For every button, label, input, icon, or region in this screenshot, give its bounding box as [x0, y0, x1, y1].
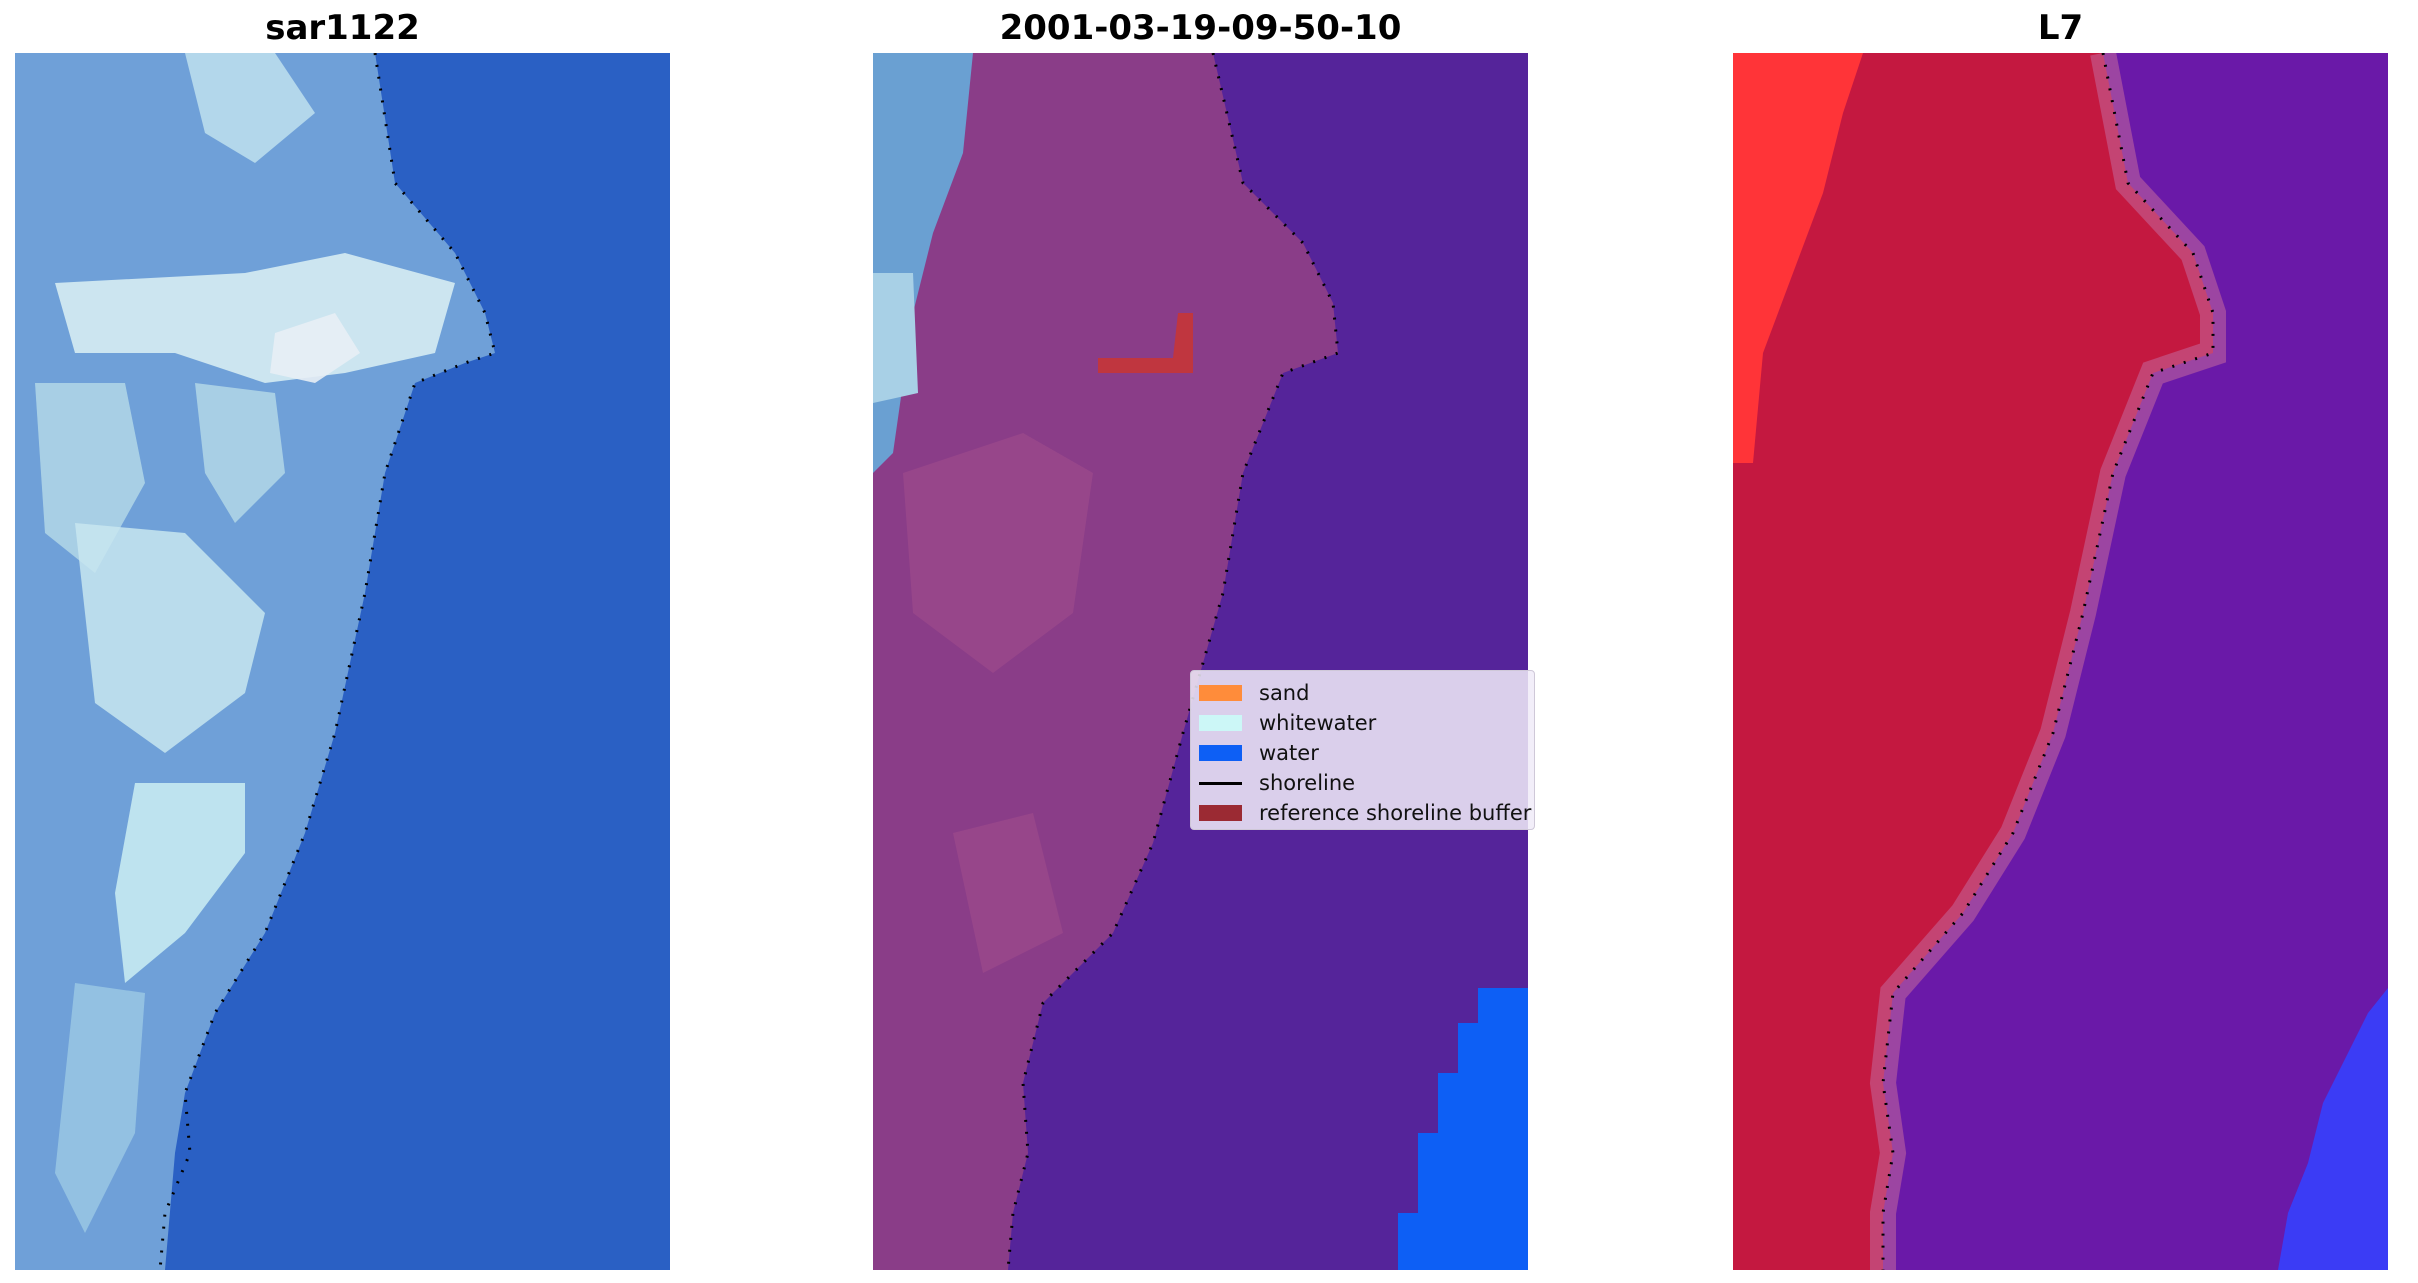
whitewater-patch — [185, 53, 315, 163]
water-swatch — [1199, 745, 1242, 761]
panel-title-right: L7 — [2037, 8, 2084, 48]
buffer-swatch — [1199, 805, 1242, 821]
legend-label: water — [1259, 741, 1319, 765]
water-area — [1398, 988, 1528, 1270]
land-area — [1733, 53, 2213, 1270]
legend: sand whitewater water shoreline referenc… — [1190, 670, 1535, 830]
legend-item-water: water — [1199, 738, 1526, 768]
legend-item-sand: sand — [1199, 678, 1526, 708]
shoreline — [158, 53, 497, 1270]
shoreline-line-swatch — [1199, 781, 1242, 785]
legend-item-whitewater: whitewater — [1199, 708, 1526, 738]
whitewater-patch — [55, 983, 145, 1233]
classified-image-panel — [873, 53, 1528, 1270]
whitewater-patch — [115, 783, 245, 983]
panel-title-middle: 2001-03-19-09-50-10 — [999, 8, 1402, 48]
sand-swatch — [1199, 685, 1242, 701]
rgb-image — [15, 53, 670, 1270]
legend-label: reference shoreline buffer — [1259, 801, 1532, 825]
whitewater-patch — [75, 523, 265, 753]
legend-label: whitewater — [1259, 711, 1377, 735]
shoreline — [1006, 53, 1340, 1270]
legend-item-buffer: reference shoreline buffer — [1199, 798, 1531, 828]
index-image — [1733, 53, 2410, 1270]
whitewater-swatch — [1199, 715, 1242, 731]
index-image-panel — [1733, 53, 2410, 1270]
whitewater-patch — [195, 383, 285, 523]
whitewater-patch — [35, 383, 145, 573]
whitewater-patch — [270, 313, 360, 383]
legend-label: shoreline — [1259, 771, 1356, 795]
panel-title-left: sar1122 — [265, 8, 420, 48]
classified-image — [873, 53, 1528, 1270]
water-area — [2278, 988, 2388, 1270]
legend-label: sand — [1259, 681, 1310, 705]
legend-item-shoreline: shoreline — [1199, 768, 1526, 798]
rgb-image-panel — [15, 53, 670, 1270]
bright-land-area — [1733, 53, 1863, 463]
reference-shoreline-buffer — [1098, 313, 1193, 373]
